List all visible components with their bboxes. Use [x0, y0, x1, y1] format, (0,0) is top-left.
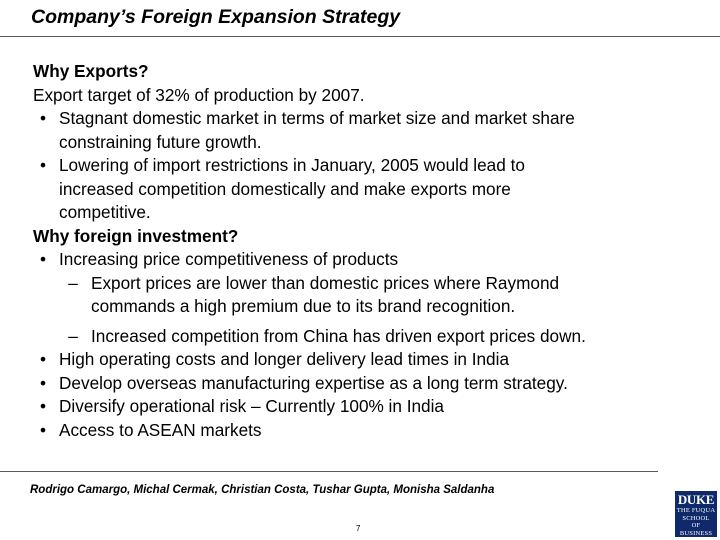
exports-heading: Why Exports?: [33, 61, 149, 81]
bullet-line: Stagnant domestic market in terms of mar…: [59, 108, 575, 128]
bullet-line: Develop overseas manufacturing expertise…: [59, 372, 568, 393]
bullet-item-operating-costs: • High operating costs and longer delive…: [33, 348, 693, 372]
slide-title: Company’s Foreign Expansion Strategy: [31, 6, 401, 28]
logo-wordmark: DUKE: [677, 492, 715, 507]
duke-logo: DUKE THE FUQUA SCHOOL OF BUSINESS: [675, 491, 717, 537]
sub-bullet-line: Export prices are lower than domestic pr…: [91, 272, 560, 293]
bullet-line: constraining future growth.: [59, 131, 262, 152]
dash-marker: –: [68, 272, 78, 293]
bullet-item-import-restrictions: • Lowering of import restrictions in Jan…: [33, 154, 693, 225]
sub-bullet-line: Increased competition from China has dri…: [91, 325, 586, 346]
bullet-line: Diversify operational risk – Currently 1…: [59, 396, 444, 416]
bullet-marker: •: [39, 419, 47, 440]
logo-subline: THE FUQUA: [676, 507, 716, 514]
title-divider: [0, 36, 720, 37]
sub-bullet-line: commands a high premium due to its brand…: [91, 296, 516, 316]
dash-marker: –: [68, 325, 78, 346]
slide-body: Why Exports? Export target of 32% of pro…: [33, 60, 693, 442]
bullet-item-operational-risk: • Diversify operational risk – Currently…: [33, 395, 693, 419]
bullet-line: Access to ASEAN markets: [59, 419, 262, 440]
bullet-item-manufacturing-expertise: • Develop overseas manufacturing experti…: [33, 372, 693, 396]
bullet-item-asean-markets: • Access to ASEAN markets: [33, 419, 693, 443]
bullet-line: High operating costs and longer delivery…: [59, 349, 509, 369]
bullet-line: Increasing price competitiveness of prod…: [59, 249, 399, 269]
footer-divider: [0, 471, 658, 472]
bullet-line: competitive.: [59, 202, 151, 222]
bullet-marker: •: [39, 349, 47, 369]
investment-heading: Why foreign investment?: [33, 225, 239, 246]
sub-bullet-china-competition: – Increased competition from China has d…: [33, 325, 693, 349]
bullet-marker: •: [39, 396, 47, 416]
bullet-line: increased competition domestically and m…: [59, 178, 511, 199]
bullet-item-price-competitiveness: • Increasing price competitiveness of pr…: [33, 248, 693, 272]
bullet-marker: •: [39, 372, 47, 393]
page-number: 7: [356, 524, 361, 533]
bullet-marker: •: [39, 249, 47, 269]
sub-bullet-export-prices: – Export prices are lower than domestic …: [33, 272, 693, 319]
bullet-marker: •: [39, 108, 47, 128]
logo-subline: SCHOOL: [682, 514, 710, 522]
footer-authors: Rodrigo Camargo, Michal Cermak, Christia…: [30, 484, 495, 496]
bullet-line: Lowering of import restrictions in Janua…: [59, 155, 525, 175]
export-target-text: Export target of 32% of production by 20…: [33, 84, 365, 105]
logo-subline: OF BUSINESS: [679, 522, 713, 537]
bullet-marker: •: [39, 155, 47, 175]
bullet-item-stagnant-market: • Stagnant domestic market in terms of m…: [33, 107, 693, 154]
